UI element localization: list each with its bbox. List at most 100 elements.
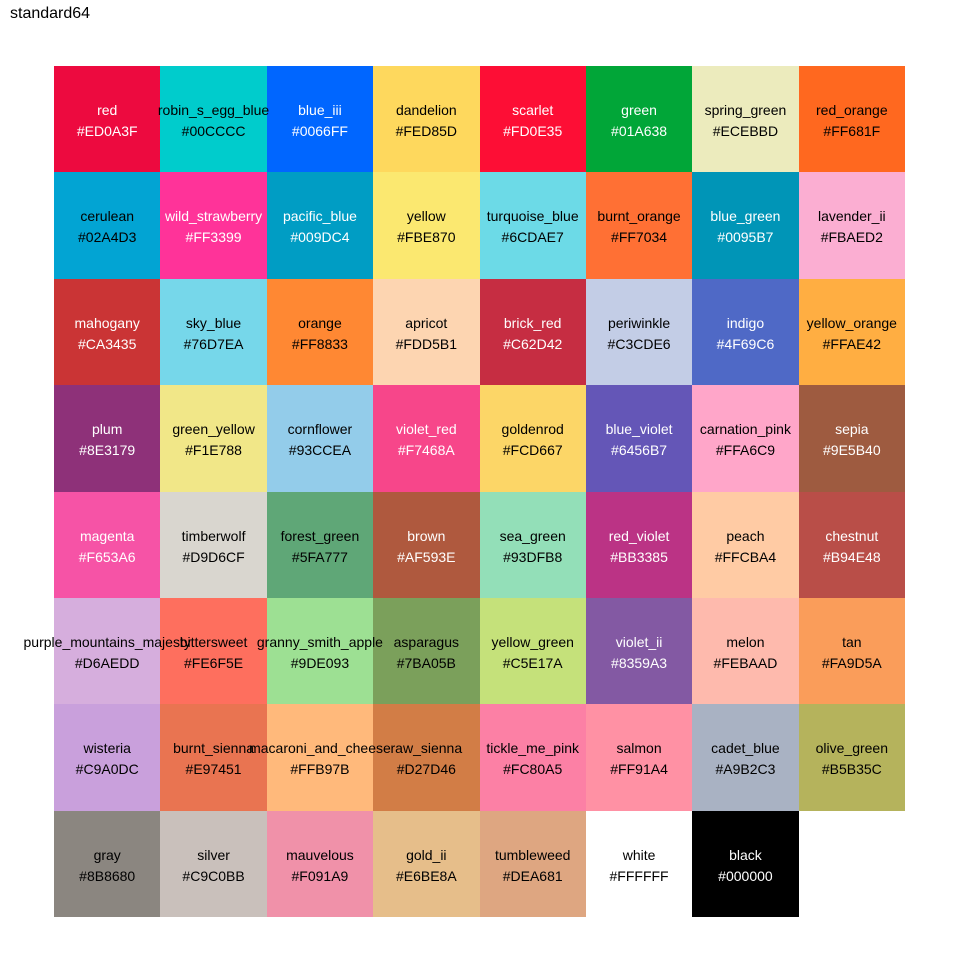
color-swatch: burnt_sienna #E97451 — [160, 704, 267, 811]
color-swatch: tickle_me_pink #FC80A5 — [479, 704, 586, 811]
swatch-name-label: goldenrod — [501, 421, 564, 438]
swatch-hex-label: #E6BE8A — [395, 867, 457, 884]
swatch-name-label: indigo — [726, 314, 765, 331]
color-swatch: dandelion #FED85D — [373, 66, 480, 173]
swatch-name-label: apricot — [405, 314, 448, 331]
color-swatch: purple_mountains_majesty #D6AEDD — [24, 597, 191, 705]
swatch-name-label: asparagus — [393, 633, 460, 650]
color-swatch: apricot #FDD5B1 — [373, 278, 480, 386]
color-swatch: green_yellow #F1E788 — [160, 385, 267, 492]
color-swatch: silver #C9C0BB — [160, 810, 267, 917]
color-swatch: green #01A638 — [585, 66, 693, 173]
color-swatch: plum #8E3179 — [54, 385, 161, 492]
swatch-hex-label: #FFFFFF — [609, 867, 669, 884]
color-swatch: tan #FA9D5A — [798, 597, 905, 705]
swatch-hex-label: #E97451 — [185, 761, 242, 778]
swatch-hex-label: #C62D42 — [503, 335, 563, 352]
color-swatch: cerulean #02A4D3 — [54, 172, 161, 279]
color-swatch: goldenrod #FCD667 — [479, 385, 586, 492]
swatch-name-label: blue_violet — [605, 421, 673, 438]
swatch-hex-label: #A9B2C3 — [715, 761, 776, 778]
swatch-name-label: dandelion — [395, 102, 457, 118]
color-swatch: mauvelous #F091A9 — [266, 810, 374, 917]
swatch-hex-label: #5FA777 — [291, 548, 348, 565]
swatch-name-label: melon — [726, 633, 765, 650]
swatch-name-label: tumbleweed — [494, 846, 571, 863]
color-swatch: cornflower #93CCEA — [266, 385, 374, 492]
swatch-hex-label: #FDD5B1 — [395, 335, 458, 352]
swatch-hex-label: #9E5B40 — [823, 442, 881, 459]
swatch-hex-label: #FD0E35 — [503, 123, 563, 139]
color-swatch: sky_blue #76D7EA — [160, 278, 267, 386]
swatch-hex-label: #AF593E — [397, 548, 456, 565]
swatch-name-label: olive_green — [815, 740, 889, 757]
swatch-name-label: magenta — [79, 527, 135, 544]
color-swatch: robin_s_egg_blue #00CCCC — [158, 66, 269, 173]
swatch-hex-label: #02A4D3 — [77, 229, 137, 246]
color-swatch: violet_red #F7468A — [373, 385, 480, 492]
swatch-hex-label: #F7468A — [397, 442, 455, 459]
swatch-hex-label: #C9A0DC — [75, 761, 139, 778]
color-swatch: red #ED0A3F — [54, 66, 161, 173]
swatch-hex-label: #FF91A4 — [610, 761, 668, 778]
color-swatch: olive_green #B5B35C — [798, 704, 905, 811]
swatch-name-label: gray — [93, 846, 121, 863]
color-swatch: timberwolf #D9D6CF — [160, 491, 267, 598]
swatch-hex-label: #FC80A5 — [503, 761, 563, 778]
swatch-hex-label: #C9C0BB — [182, 867, 245, 884]
swatch-name-label: burnt_orange — [597, 208, 681, 225]
color-swatch: carnation_pink #FFA6C9 — [692, 385, 799, 492]
swatch-name-label: chestnut — [825, 527, 879, 544]
swatch-name-label: orange — [298, 314, 342, 331]
swatch-name-label: red_orange — [816, 102, 888, 118]
color-swatch: blue_iii #0066FF — [266, 66, 374, 173]
color-swatch: granny_smith_apple #9DE093 — [257, 597, 383, 705]
swatch-hex-label: #D9D6CF — [182, 548, 245, 565]
swatch-name-label: cerulean — [80, 208, 135, 225]
swatch-hex-label: #C3CDE6 — [607, 335, 671, 352]
swatch-name-label: turquoise_blue — [486, 208, 579, 225]
swatch-hex-label: #FED85D — [395, 123, 458, 139]
swatch-name-label: purple_mountains_majesty — [23, 633, 191, 650]
swatch-name-label: yellow — [406, 208, 446, 225]
swatch-name-label: bittersweet — [179, 633, 248, 650]
color-swatch: yellow_green #C5E17A — [479, 597, 586, 705]
swatch-hex-label: #8359A3 — [611, 654, 668, 671]
swatch-hex-label: #FBE870 — [397, 229, 456, 246]
swatch-hex-label: #FA9D5A — [821, 654, 882, 671]
swatch-hex-label: #93CCEA — [288, 442, 352, 459]
color-swatch: salmon #FF91A4 — [585, 704, 693, 811]
swatch-hex-label: #FCD667 — [502, 442, 563, 459]
swatch-name-label: burnt_sienna — [173, 740, 255, 757]
swatch-name-label: spring_green — [704, 102, 787, 118]
swatch-name-label: tickle_me_pink — [486, 740, 579, 757]
swatch-name-label: granny_smith_apple — [256, 633, 383, 650]
swatch-name-label: peach — [726, 527, 765, 544]
swatch-hex-label: #D27D46 — [396, 761, 456, 778]
color-swatch: wild_strawberry #FF3399 — [160, 172, 267, 279]
swatch-hex-label: #F091A9 — [291, 867, 349, 884]
swatch-hex-label: #CA3435 — [77, 335, 137, 352]
swatch-hex-label: #000000 — [718, 867, 773, 884]
swatch-hex-label: #FBAED2 — [820, 229, 883, 246]
color-swatch: magenta #F653A6 — [54, 491, 161, 598]
color-swatch: macaroni_and_cheese #FFB97B — [249, 704, 391, 811]
swatch-hex-label: #FE6F5E — [183, 654, 244, 671]
swatch-hex-label: #DEA681 — [502, 867, 563, 884]
swatch-name-label: green — [621, 102, 657, 118]
swatch-hex-label: #8B8680 — [79, 867, 136, 884]
color-swatch: burnt_orange #FF7034 — [585, 172, 693, 279]
color-swatch: red_violet #BB3385 — [585, 491, 693, 598]
swatch-hex-label: #D6AEDD — [74, 654, 140, 671]
swatch-name-label: salmon — [616, 740, 662, 757]
color-swatch: white #FFFFFF — [585, 810, 693, 917]
color-swatch: mahogany #CA3435 — [54, 278, 161, 386]
swatch-name-label: pacific_blue — [282, 208, 357, 225]
color-swatch: indigo #4F69C6 — [692, 278, 799, 386]
swatch-name-label: sea_green — [499, 527, 566, 544]
swatch-hex-label: #00CCCC — [181, 123, 246, 139]
swatch-hex-label: #ECEBBD — [712, 123, 779, 139]
swatch-name-label: mahogany — [74, 314, 140, 331]
swatch-name-label: carnation_pink — [699, 421, 791, 438]
swatch-hex-label: #76D7EA — [183, 335, 244, 352]
